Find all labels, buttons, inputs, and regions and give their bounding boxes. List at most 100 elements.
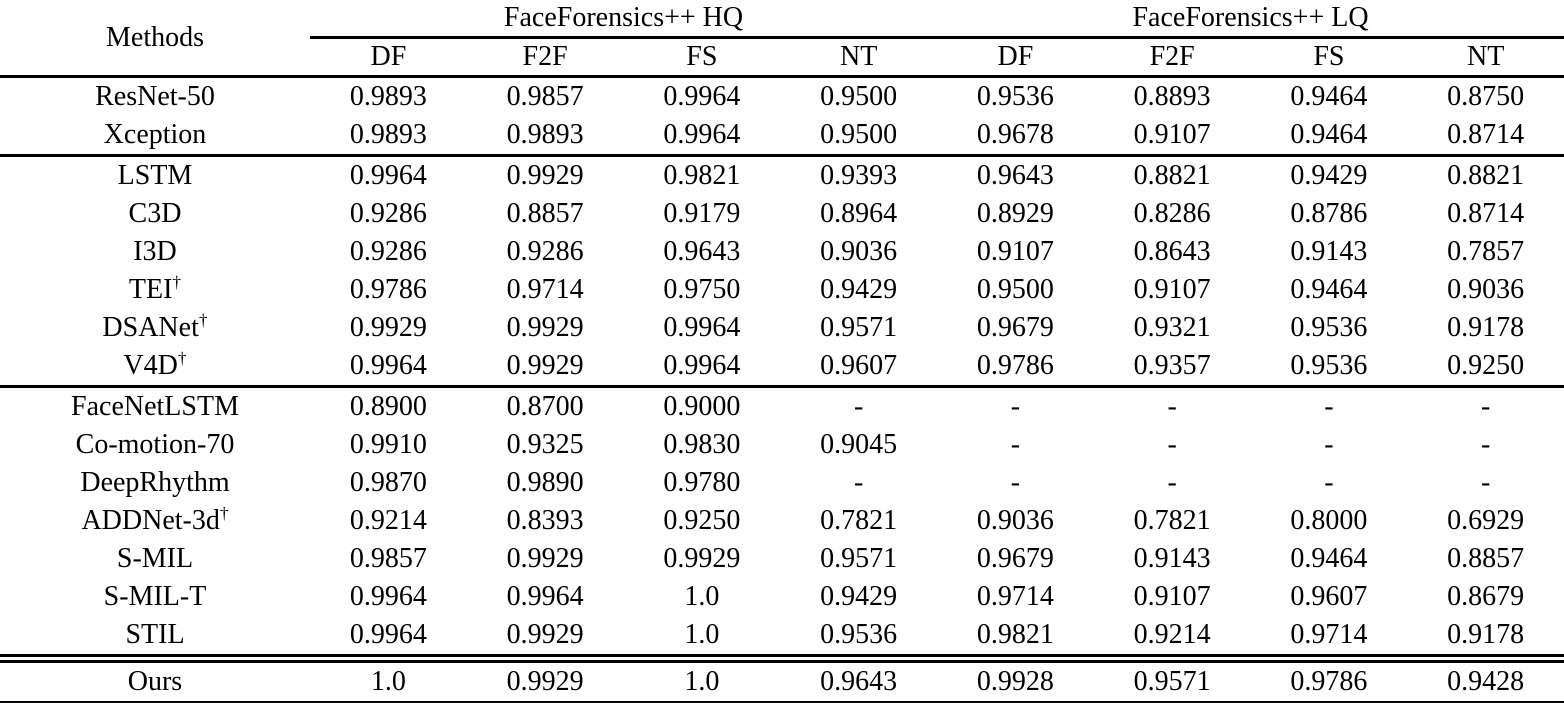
value-cell: 1.0 (310, 653, 467, 703)
value-cell: 0.9857 (506, 80, 584, 112)
value-cell: 0.9179 (663, 197, 741, 229)
value-cell: 0.8393 (506, 504, 584, 536)
value-cell: 0.9643 (663, 235, 741, 267)
table-row-resnet-50: ResNet-50 0.9893 0.9857 0.9964 0.9500 0.9536 0… (0, 76, 1564, 116)
value-cell: 0.8900 (310, 384, 467, 426)
value-cell: 0.9429 (1250, 153, 1408, 195)
method-cell: Ours (0, 653, 310, 703)
value-cell: 0.9928 (937, 653, 1094, 703)
table-row-xception: Xception 0.9893 0.9893 0.9964 0.9500 0.9678 0.… (0, 116, 1564, 156)
value-cell: 0.9107 (1133, 118, 1211, 150)
value-cell: 0.9643 (937, 153, 1094, 195)
method-name: TEI (128, 273, 173, 305)
value-cell: - (1093, 384, 1251, 426)
value-cell: 0.9607 (820, 349, 898, 381)
table-row-s-mil-t: S-MIL-T 0.9964 0.9964 1.0 0.9429 0.9714 0.9107… (0, 578, 1564, 616)
method-name: Xception (103, 118, 207, 150)
method-cell: DSANet† (0, 309, 310, 347)
value-cell: - (937, 384, 1094, 426)
column-header-fs-hq: FS (623, 37, 781, 78)
column-header-f2f-hq: F2F (466, 37, 624, 78)
value-cell: 0.9786 (349, 273, 427, 305)
method-cell: I3D (0, 233, 310, 271)
value-cell: 0.9536 (976, 80, 1054, 112)
table-row-addnet-3d: ADDNet-3d† 0.9214 0.8393 0.9250 0.7821 0.9036… (0, 502, 1564, 540)
value-cell: 0.9821 (976, 618, 1054, 650)
value-cell: 0.8857 (506, 197, 584, 229)
method-name: FaceNetLSTM (71, 390, 239, 422)
method-name: I3D (133, 235, 177, 267)
method-name: DSANet (102, 311, 199, 343)
column-group-faceforensics-lq: FaceForensics++ LQ (937, 0, 1564, 39)
value-cell: 0.9893 (349, 80, 427, 112)
value-cell: 0.9178 (1447, 311, 1525, 343)
value-cell: 0.7821 (1133, 504, 1211, 536)
value-cell: 0.9893 (506, 118, 584, 150)
value-cell: 0.9786 (1250, 653, 1408, 703)
value-cell: 0.9214 (1133, 618, 1211, 650)
value-cell: 0.9786 (976, 349, 1054, 381)
method-name: ResNet-50 (95, 80, 215, 112)
method-name: V4D (123, 349, 178, 381)
dagger-superscript: † (198, 310, 208, 330)
value-cell: 0.9536 (1290, 349, 1368, 381)
value-cell: 0.9393 (780, 153, 938, 195)
value-cell: 0.9964 (663, 349, 741, 381)
value-cell: 0.9714 (976, 580, 1054, 612)
value-cell: 0.9678 (976, 118, 1054, 150)
value-cell: 0.9036 (976, 504, 1054, 536)
value-cell: 0.9045 (820, 428, 898, 460)
method-name: DeepRhythm (80, 466, 230, 498)
value-cell: 0.9821 (623, 153, 781, 195)
value-cell: 0.9000 (623, 384, 781, 426)
value-cell: 0.9571 (820, 311, 898, 343)
table-row-facenetlstm: FaceNetLSTM 0.8900 0.8700 0.9000- - - - - (0, 384, 1564, 426)
value-cell: 0.9964 (663, 118, 741, 150)
table-row-stil: STIL 0.9964 0.9929 1.0 0.9536 0.9821 0.9214 0.9… (0, 616, 1564, 659)
method-cell: STIL (0, 616, 310, 659)
method-cell: Xception (0, 116, 310, 156)
value-cell: 0.8714 (1447, 197, 1525, 229)
value-cell: 0.9929 (506, 542, 584, 574)
column-header-df-hq: DF (310, 37, 467, 78)
value-cell: 0.9679 (976, 311, 1054, 343)
value-cell: 0.9536 (820, 618, 898, 650)
method-name: S-MIL (116, 542, 194, 574)
value-cell: 0.8821 (1093, 153, 1251, 195)
value-cell: 0.9964 (506, 580, 584, 612)
value-cell: 1.0 (684, 618, 720, 650)
header-group-row: Methods FaceForensics++ HQ FaceForensics… (0, 0, 1564, 78)
value-cell: 0.9536 (1290, 311, 1368, 343)
value-cell: - (853, 466, 864, 498)
method-cell: Co-motion-70 (0, 426, 310, 464)
value-cell: 0.8786 (1290, 197, 1368, 229)
column-header-df-lq: DF (937, 37, 1094, 78)
value-cell: 0.9714 (506, 273, 584, 305)
value-cell: 0.9643 (780, 653, 938, 703)
value-cell: 0.9500 (820, 80, 898, 112)
header-subcolumn-row: DF F2F FS NT DF F2F FS NT (0, 37, 1564, 78)
value-cell: - (1167, 466, 1177, 498)
column-group-faceforensics-hq: FaceForensics++ HQ (310, 0, 938, 39)
value-cell: 0.8643 (1133, 235, 1211, 267)
value-cell: 0.7857 (1447, 235, 1525, 267)
value-cell: 0.9143 (1133, 542, 1211, 574)
column-header-methods: Methods (0, 0, 310, 78)
value-cell: 0.8714 (1447, 118, 1525, 150)
value-cell: 0.8286 (1133, 197, 1211, 229)
value-cell: 0.9464 (1290, 80, 1368, 112)
table-row-co-motion-70: Co-motion-70 0.9910 0.9325 0.9830 0.9045 - - - - (0, 426, 1564, 464)
value-cell: 0.9964 (349, 349, 427, 381)
value-cell: 0.9929 (506, 311, 584, 343)
value-cell: 0.9464 (1290, 273, 1368, 305)
value-cell: 0.9830 (663, 428, 741, 460)
value-cell: 0.9178 (1447, 618, 1525, 650)
method-cell: S-MIL-T (0, 578, 310, 616)
table-row-ours: Ours 1.0 0.9929 1.0 0.9643 0.9928 0.9571 0.9786… (0, 653, 1564, 703)
table-body: ResNet-50 0.9893 0.9857 0.9964 0.9500 0.9536 0… (0, 76, 1564, 703)
value-cell: 0.8000 (1290, 504, 1368, 536)
value-cell: 0.9107 (976, 235, 1054, 267)
method-cell: FaceNetLSTM (0, 384, 310, 426)
value-cell: 0.6929 (1447, 504, 1525, 536)
value-cell: 0.8700 (466, 384, 624, 426)
